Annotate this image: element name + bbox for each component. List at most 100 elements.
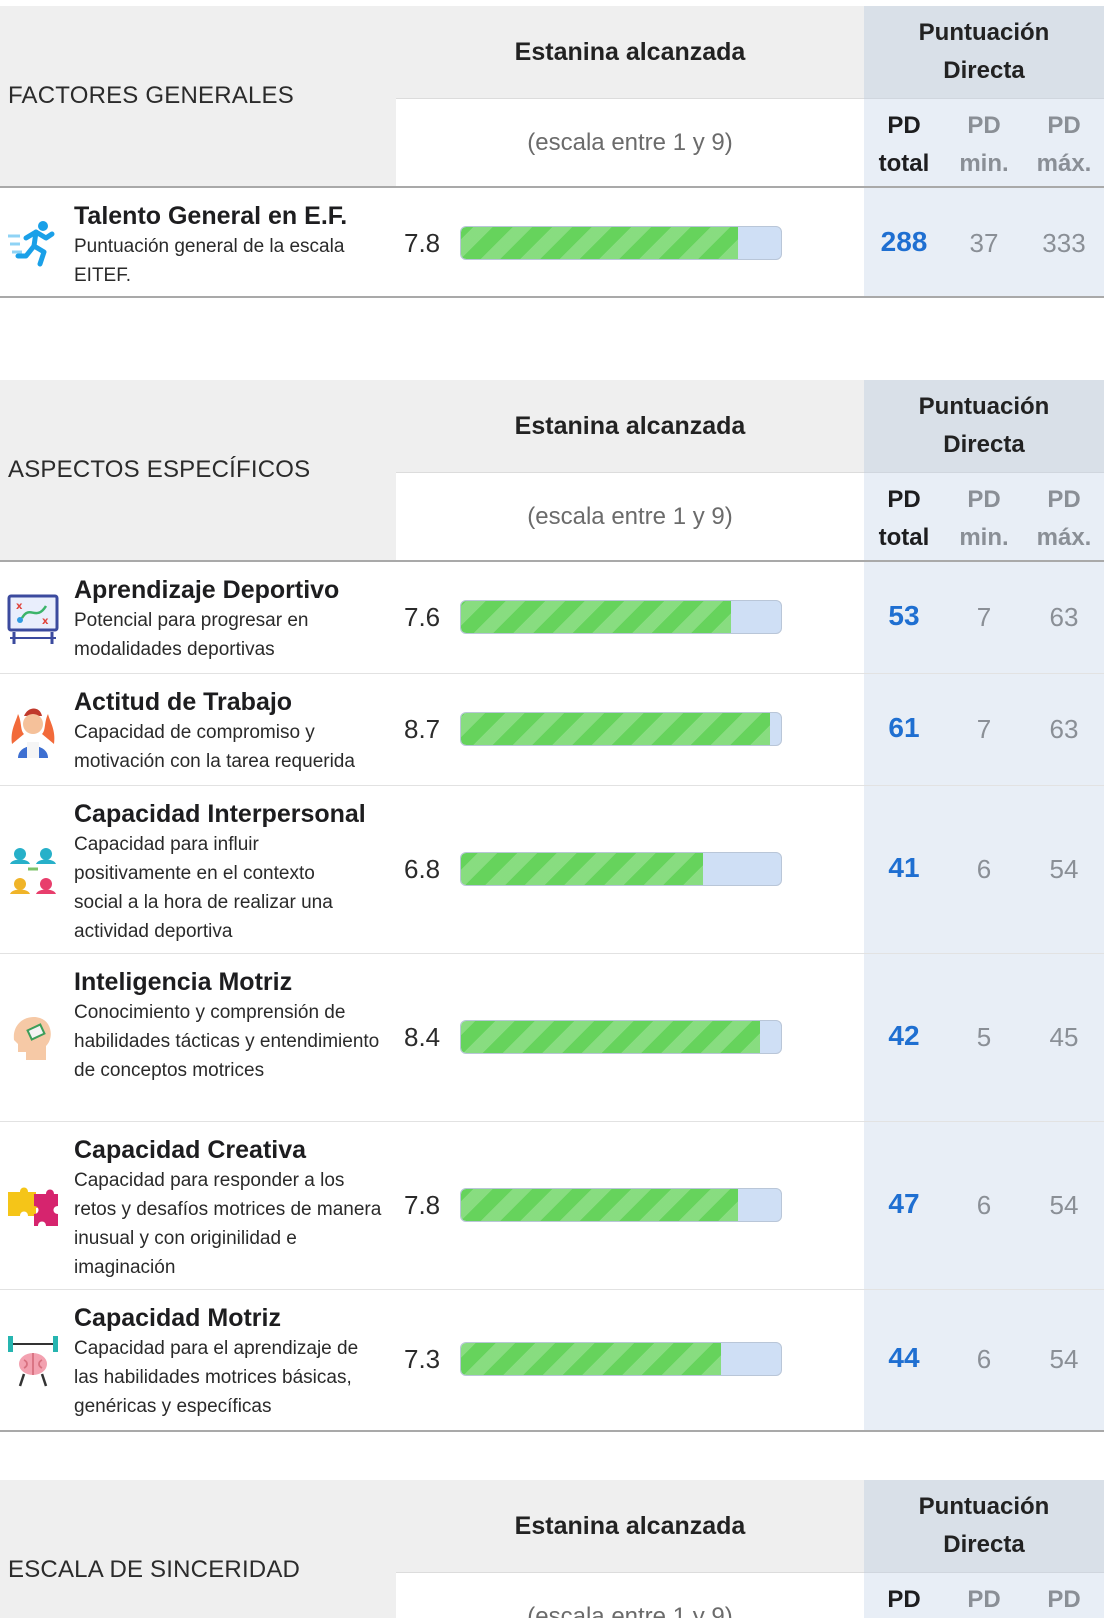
direct-score-heading: Puntuación Directa [864,1480,1104,1572]
pd-total-header: PD total [864,107,944,183]
row-divider [0,1121,1104,1122]
pd-label: PD [1047,1586,1081,1613]
stanine-bar [460,852,782,886]
direct-score-heading-line2: Directa [943,431,1025,458]
pd-min-value: 7 [976,714,992,744]
stanine-value: 8.4 [404,1022,441,1052]
stanine-value: 7.8 [404,228,441,258]
table-row: Capacidad Interpersonal Capacidad para i… [0,786,1108,954]
pd-min-value: 37 [969,228,999,258]
stanine-bar-fill [461,1189,739,1221]
row-divider [0,673,1104,674]
row-text: Capacidad Creativa Capacidad para respon… [74,1134,384,1282]
people-circle-icon [6,842,60,896]
table-row: x x Aprendizaje Deportivo Potencial para… [0,562,1108,674]
svg-text:x: x [42,616,49,627]
pd-min-label: min. [959,150,1009,177]
pd-total-label: total [878,150,930,177]
direct-score-heading-line1: Puntuación [918,393,1050,420]
pd-label: PD [967,1586,1001,1613]
pd-label: PD [887,112,921,139]
pd-total-value: 53 [888,600,920,631]
stanine-bar-fill [461,713,771,745]
stanine-bar [460,600,782,634]
row-description: Capacidad para el aprendizaje de las hab… [74,1338,359,1417]
stanine-scale-note: (escala entre 1 y 9) [396,98,864,186]
row-text: Capacidad Interpersonal Capacidad para i… [74,798,384,946]
strategy-board-icon: x x [6,592,60,646]
stanine-heading: Estanina alcanzada [396,1480,864,1572]
pd-max-value: 333 [1042,228,1086,258]
row-divider [0,785,1104,786]
row-title: Aprendizaje Deportivo [74,576,340,604]
row-text: Actitud de Trabajo Capacidad de compromi… [74,686,384,776]
row-divider [0,953,1104,954]
pd-min-value: 6 [976,854,992,884]
direct-score-heading: Puntuación Directa [864,380,1104,472]
stanine-value: 8.7 [404,714,441,744]
stanine-bar [460,226,782,260]
pd-max-label: máx. [1036,524,1092,551]
pd-column-bg [864,786,1104,954]
stanine-scale-note: (escala entre 1 y 9) [396,1572,864,1618]
table-bottom-divider [0,296,1104,298]
pd-total-value: 44 [888,1342,920,1373]
stanine-bar-fill [461,227,739,259]
stanine-scale-note: (escala entre 1 y 9) [396,472,864,560]
row-title: Inteligencia Motriz [74,968,293,996]
pd-max-value: 45 [1049,1022,1079,1052]
stanine-bar [460,1342,782,1376]
row-title: Talento General en E.F. [74,202,348,230]
table-row: Actitud de Trabajo Capacidad de compromi… [0,674,1108,786]
pd-min-value: 6 [976,1190,992,1220]
running-person-icon [6,216,60,270]
pd-max-value: 54 [1049,854,1079,884]
pd-total-value: 288 [880,226,928,257]
header-divider [0,560,1104,562]
row-text: Inteligencia Motriz Conocimiento y compr… [74,966,384,1085]
row-title: Capacidad Motriz [74,1304,281,1332]
stanine-value: 7.3 [404,1344,441,1374]
pd-label: PD [967,112,1001,139]
stanine-bar-fill [461,601,732,633]
header-divider [0,186,1104,188]
pd-max-value: 54 [1049,1190,1079,1220]
table-row: Talento General en E.F. Puntuación gener… [0,188,1108,298]
stanine-value: 7.6 [404,602,441,632]
pd-label: PD [1047,486,1081,513]
stanine-bar [460,1188,782,1222]
section-factores-generales: FACTORES GENERALES Estanina alcanzada (e… [0,6,1108,298]
pd-min-value: 7 [976,602,992,632]
head-book-icon [6,1010,60,1064]
direct-score-heading-line2: Directa [943,57,1025,84]
stanine-bar-fill [461,1343,721,1375]
direct-score-heading-line1: Puntuación [918,1493,1050,1520]
pd-label: PD [887,1586,921,1613]
svg-text:x: x [16,601,23,612]
section-header: ASPECTOS ESPECÍFICOS Estanina alcanzada … [0,380,1108,562]
stanine-bar-fill [461,853,703,885]
pd-total-value: 42 [888,1020,920,1051]
stanine-value: 7.8 [404,1190,441,1220]
pd-label: PD [1047,112,1081,139]
row-description: Capacidad de compromiso y motivación con… [74,722,355,772]
pd-label: PD [967,486,1001,513]
pd-total-value: 41 [888,852,920,883]
table-row: Capacidad Creativa Capacidad para respon… [0,1122,1108,1290]
pd-min-value: 5 [976,1022,992,1052]
pd-min-value: 6 [976,1344,992,1374]
stanine-value: 6.8 [404,854,441,884]
stanine-heading: Estanina alcanzada [396,380,864,472]
table-row: Capacidad Motriz Capacidad para el apren… [0,1290,1108,1432]
row-description: Conocimiento y comprensión de habilidade… [74,1002,380,1081]
pd-column-bg [864,562,1104,674]
row-title: Capacidad Interpersonal [74,800,366,828]
pd-max-header: PD máx. [1024,481,1104,557]
